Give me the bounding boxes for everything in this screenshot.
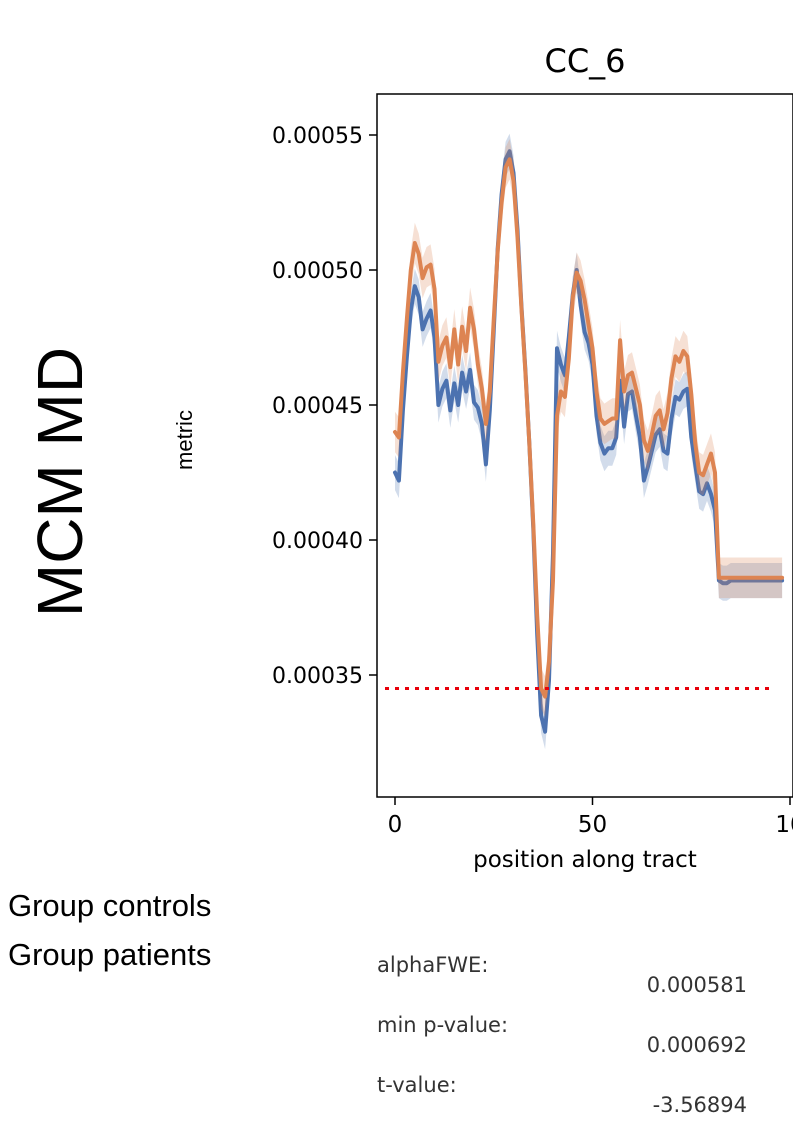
x-tick-label: 0: [388, 812, 403, 838]
y-tick-label: 0.00050: [272, 259, 363, 284]
stat-label: alphaFWE:: [377, 953, 489, 977]
stat-row-alphafwe: alphaFWE: 0.000581: [377, 935, 747, 996]
x-tick-label: 10: [775, 812, 793, 838]
series-band-group-controls: [395, 133, 783, 750]
stats-box: alphaFWE: 0.000581 min p-value: 0.000692…: [377, 895, 747, 1116]
y-tick-label: 0.00045: [272, 394, 363, 419]
stat-value: 0.000581: [646, 973, 747, 997]
y-tick-label: 0.00040: [272, 529, 363, 554]
stat-label: t-value:: [377, 1073, 457, 1097]
legend-item-patients: Group patients: [8, 937, 212, 972]
legend-item-controls: Group controls: [8, 888, 212, 923]
line-chart: CC_6 metric position along tract 0.00035…: [172, 42, 793, 873]
stat-value: -3.56894: [652, 1093, 747, 1117]
stat-row-t-value: t-value: -3.56894: [377, 1055, 747, 1116]
series-band-group-patients: [395, 139, 783, 717]
stat-value: 0.000692: [646, 1033, 747, 1057]
series-line-group-controls: [393, 149, 785, 734]
stat-label: min p-value:: [377, 1013, 509, 1037]
series-line-group-patients: [393, 157, 785, 699]
y-tick-label: 0.00055: [272, 124, 363, 149]
y-tick-label: 0.00035: [272, 664, 363, 689]
x-axis-label: position along tract: [473, 847, 697, 873]
plot-frame: [376, 93, 793, 798]
stat-row-min-p-value: min p-value: 0.000692: [377, 995, 747, 1056]
chart-title: CC_6: [544, 42, 625, 80]
x-tick-label: 50: [578, 812, 607, 838]
side-label: MCM MD: [24, 346, 96, 618]
y-axis-label: metric: [172, 410, 197, 470]
